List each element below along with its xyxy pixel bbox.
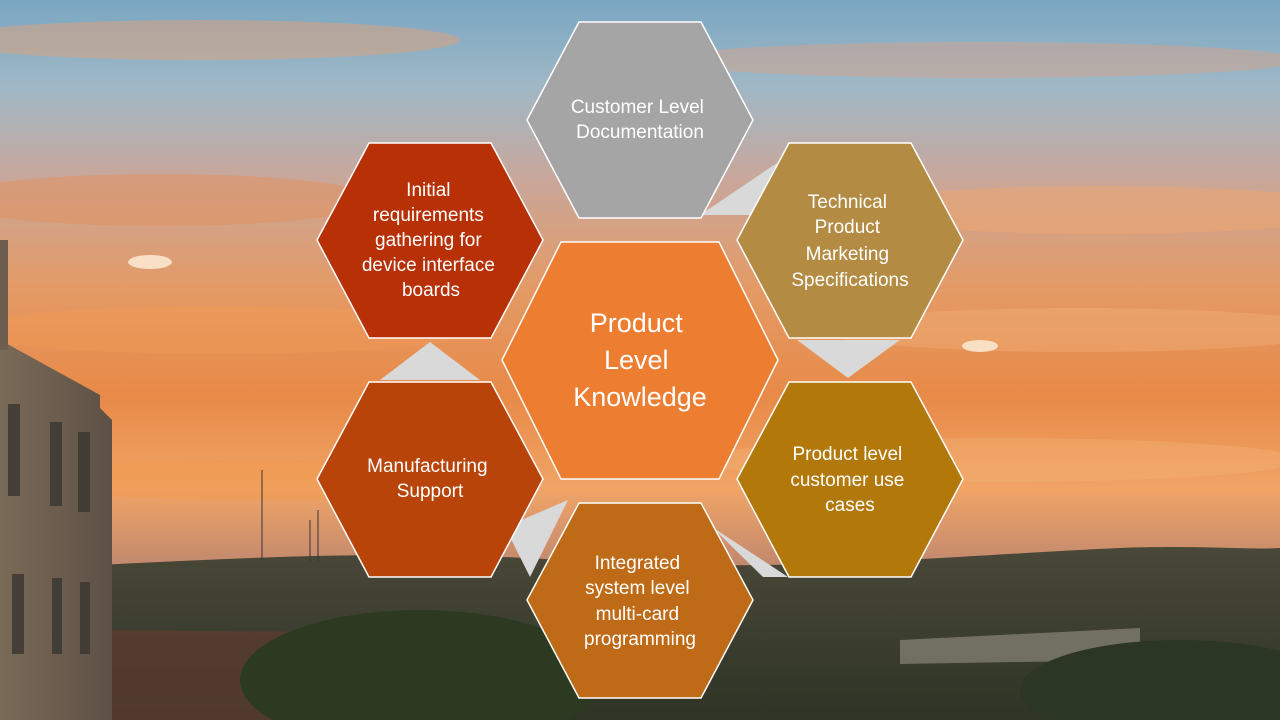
hexagon-shape bbox=[526, 21, 754, 219]
hexagon-label-line: multi-card bbox=[596, 604, 679, 625]
hexagon-shape bbox=[316, 381, 544, 578]
hexagon-label-line: system level bbox=[585, 578, 690, 599]
svg-text:Integrated system level: Integrated system level multi-card progr… bbox=[584, 553, 696, 650]
hexagon-label-line: Product bbox=[815, 217, 881, 238]
center-label-line: Knowledge bbox=[573, 382, 707, 412]
hexagon-product-level-use-cases: Product level customer use cases bbox=[736, 381, 964, 578]
hexagon-shape bbox=[316, 142, 544, 339]
svg-text:Technical Product: Technical Product Marketing Specificatio… bbox=[791, 192, 908, 291]
hexagon-label-line: requirements bbox=[373, 205, 484, 226]
hexagon-label-line: customer use bbox=[790, 470, 904, 491]
hexagon-customer-level-documentation: Customer Level Documentation bbox=[526, 21, 754, 219]
hexagon-shape bbox=[736, 142, 964, 339]
svg-text:Initial requirements: Initial requirements gathering for devic… bbox=[362, 180, 500, 301]
hexagon-shape bbox=[501, 241, 779, 480]
hexagon-shape bbox=[526, 502, 754, 699]
svg-text:Customer Level Documenta: Customer Level Documentation bbox=[571, 97, 709, 143]
svg-text:Product Level Know: Product Level Knowledge bbox=[573, 308, 707, 412]
hexagon-label-line: Product level bbox=[792, 444, 902, 465]
connector-triangle-3 bbox=[712, 527, 788, 577]
connector-triangle-4 bbox=[505, 500, 568, 577]
hexagon-label-line: boards bbox=[402, 280, 460, 301]
hexagon-label-line: Documentation bbox=[576, 122, 704, 143]
hexagon-label-line: Specifications bbox=[791, 270, 908, 291]
hexagon-label-line: Manufacturing bbox=[367, 456, 487, 477]
connector-triangle-5 bbox=[380, 342, 480, 380]
center-label-line: Product bbox=[590, 308, 684, 338]
hexagon-label-line: Integrated bbox=[595, 553, 681, 574]
connector-triangle-2 bbox=[797, 340, 900, 378]
hexagon-technical-product-marketing: Technical Product Marketing Specificatio… bbox=[736, 142, 964, 339]
hexagon-label-line: Initial bbox=[406, 180, 450, 201]
hexagon-shape bbox=[736, 381, 964, 578]
center-label-line: Level bbox=[604, 345, 669, 375]
connector-triangles bbox=[380, 163, 900, 577]
hexagon-label-line: Technical bbox=[808, 192, 887, 213]
hexagon-label-line: Support bbox=[397, 481, 464, 502]
hexagon-label-line: device interface bbox=[362, 255, 495, 276]
svg-text:Manufacturing Support: Manufacturing Support bbox=[367, 456, 493, 502]
hexagon-label-line: programming bbox=[584, 629, 696, 650]
hexagon-center-product-level-knowledge: Product Level Knowledge bbox=[501, 241, 779, 480]
svg-text:Product level customer u: Product level customer use cases bbox=[790, 444, 909, 516]
hexagon-label-line: gathering for bbox=[375, 230, 482, 251]
hexagon-label-line: Marketing bbox=[806, 244, 889, 265]
hexagon-label-line: cases bbox=[825, 495, 875, 516]
hexagon-initial-requirements: Initial requirements gathering for devic… bbox=[316, 142, 544, 339]
hexagon-label-line: Customer Level bbox=[571, 97, 704, 118]
hexagon-manufacturing-support: Manufacturing Support bbox=[316, 381, 544, 578]
hexagon-integrated-system-programming: Integrated system level multi-card progr… bbox=[526, 502, 754, 699]
